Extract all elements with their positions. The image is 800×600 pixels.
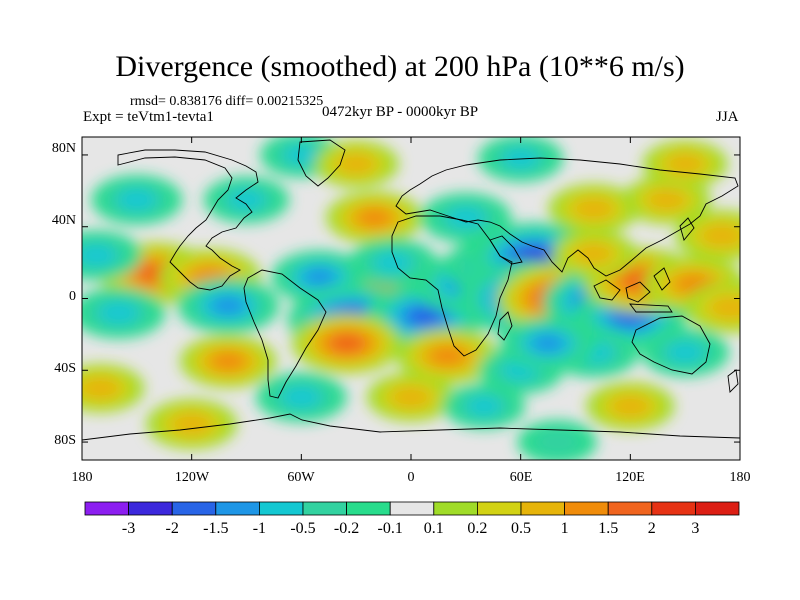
- anomaly-contour-32-2: [283, 144, 320, 165]
- coast-japan: [679, 217, 695, 241]
- coast-arabia: [489, 235, 523, 265]
- colorbar-box-6: [346, 501, 391, 516]
- anomaly-contour-40-2: [465, 396, 503, 417]
- experiment-label: Expt = teVtm1-tevta1: [83, 109, 214, 125]
- lon-label-180w: 180: [71, 470, 93, 485]
- anomaly-contour-39-2: [82, 377, 120, 399]
- colorbar-box-5: [302, 501, 347, 516]
- anomaly-contour-15-3: [210, 295, 246, 316]
- coastlines: [82, 139, 740, 441]
- anomaly-contour-34-2: [666, 153, 705, 175]
- anomaly-contour-26-2: [116, 188, 157, 211]
- colorbar-box-0: [84, 501, 129, 516]
- axis-ticks: [81, 137, 741, 460]
- coast-indonesia: [593, 267, 673, 313]
- coast-greenland: [297, 139, 346, 187]
- colorbar-box-11: [564, 501, 609, 516]
- anomaly-contour-36-2: [701, 224, 740, 248]
- anomaly-contour-17-2: [82, 244, 117, 267]
- colorbar-box-4: [258, 501, 304, 516]
- colorbar-label: -0.1: [377, 520, 403, 537]
- colorbar-label: 0.2: [467, 520, 488, 537]
- anomaly-contour-27-2: [227, 189, 266, 211]
- anomaly-layer: [82, 137, 740, 460]
- lat-label-80n: 80N: [51, 141, 76, 156]
- colorbar-label: 0.1: [423, 520, 444, 537]
- anomaly-contour-35-2: [337, 153, 376, 175]
- colorbar-label: -1.5: [203, 520, 229, 537]
- lat-label-40n: 40N: [51, 213, 76, 228]
- anomaly-contour-20-3: [211, 352, 245, 371]
- coast-australia: [631, 315, 711, 375]
- season-label: JJA: [716, 109, 739, 125]
- coast-new-zealand: [727, 369, 739, 393]
- coast-south-america: [243, 269, 327, 399]
- colorbar-label: -0.2: [333, 520, 360, 537]
- lat-label-80s: 80S: [54, 433, 76, 448]
- coast-africa: [391, 215, 513, 357]
- colorbar-label: 3: [691, 520, 700, 537]
- anomaly-contour-22-2: [391, 386, 431, 408]
- coast-eurasia: [395, 157, 739, 277]
- lon-label-60e: 60E: [509, 470, 533, 485]
- colorbar-box-8: [433, 501, 478, 516]
- divergence-field: [82, 137, 740, 460]
- colorbar-label: 0.5: [511, 520, 531, 537]
- lon-label-180e: 180: [729, 470, 751, 485]
- colorbar-label: -1: [252, 520, 267, 537]
- lon-label-0: 0: [407, 470, 415, 485]
- anomaly-contour-21-2: [171, 413, 212, 436]
- colorbar-box-3: [215, 501, 260, 516]
- colorbar-box-1: [128, 501, 173, 516]
- lon-label-60w: 60W: [287, 470, 315, 485]
- colorbar-box-7: [389, 501, 435, 516]
- anomaly-contour-28-3: [357, 208, 392, 227]
- anomaly-contour-43-3: [531, 334, 565, 353]
- anomaly-contour-18-4: [331, 334, 363, 352]
- anomaly-contour-44-2: [373, 251, 413, 274]
- anomaly-contour-1-3: [302, 267, 337, 287]
- anomaly-contour-24-2: [665, 341, 705, 364]
- statistics-text: rmsd= 0.838176 diff= 0.00215325: [130, 94, 324, 109]
- anomaly-contour-30-2: [573, 197, 614, 220]
- lon-label-120e: 120E: [615, 470, 645, 485]
- coast-north-america: [117, 149, 259, 291]
- page-title: Divergence (smoothed) at 200 hPa (10**6 …: [115, 50, 685, 83]
- colorbar-box-2: [171, 501, 217, 516]
- anomaly-contour-19-3: [429, 346, 466, 366]
- lat-label-0: 0: [69, 289, 76, 304]
- lon-label-120w: 120W: [174, 470, 210, 485]
- colorbar-label: -2: [165, 520, 179, 537]
- colorbar: [84, 501, 740, 516]
- anomaly-contour-31-2: [647, 189, 687, 211]
- colorbar-label: 1: [560, 520, 569, 537]
- colorbar-label: 2: [647, 520, 656, 537]
- anomaly-contour-45-2: [574, 243, 613, 265]
- coast-antarctica: [82, 413, 740, 441]
- anomaly-contour-42-2: [710, 296, 740, 319]
- anomaly-contour-41-1: [532, 428, 582, 456]
- colorbar-box-9: [476, 501, 522, 516]
- anomaly-contour-16-2: [97, 301, 140, 325]
- anomaly-contour-3-4: [408, 307, 443, 326]
- anomaly-contour-38-2: [610, 395, 650, 417]
- colorbar-label: -3: [121, 520, 136, 537]
- colorbar-box-12: [607, 501, 653, 516]
- period-label: 0472kyr BP - 0000kyr BP: [322, 104, 479, 120]
- coast-madagascar: [497, 311, 513, 341]
- colorbar-label: -0.5: [290, 520, 316, 537]
- colorbar-box-10: [520, 501, 565, 516]
- colorbar-label: 1.5: [598, 520, 619, 537]
- colorbar-box-13: [651, 501, 696, 516]
- lat-label-40s: 40S: [54, 361, 76, 376]
- anomaly-contour-37-2: [281, 386, 322, 409]
- colorbar-box-14: [695, 501, 740, 516]
